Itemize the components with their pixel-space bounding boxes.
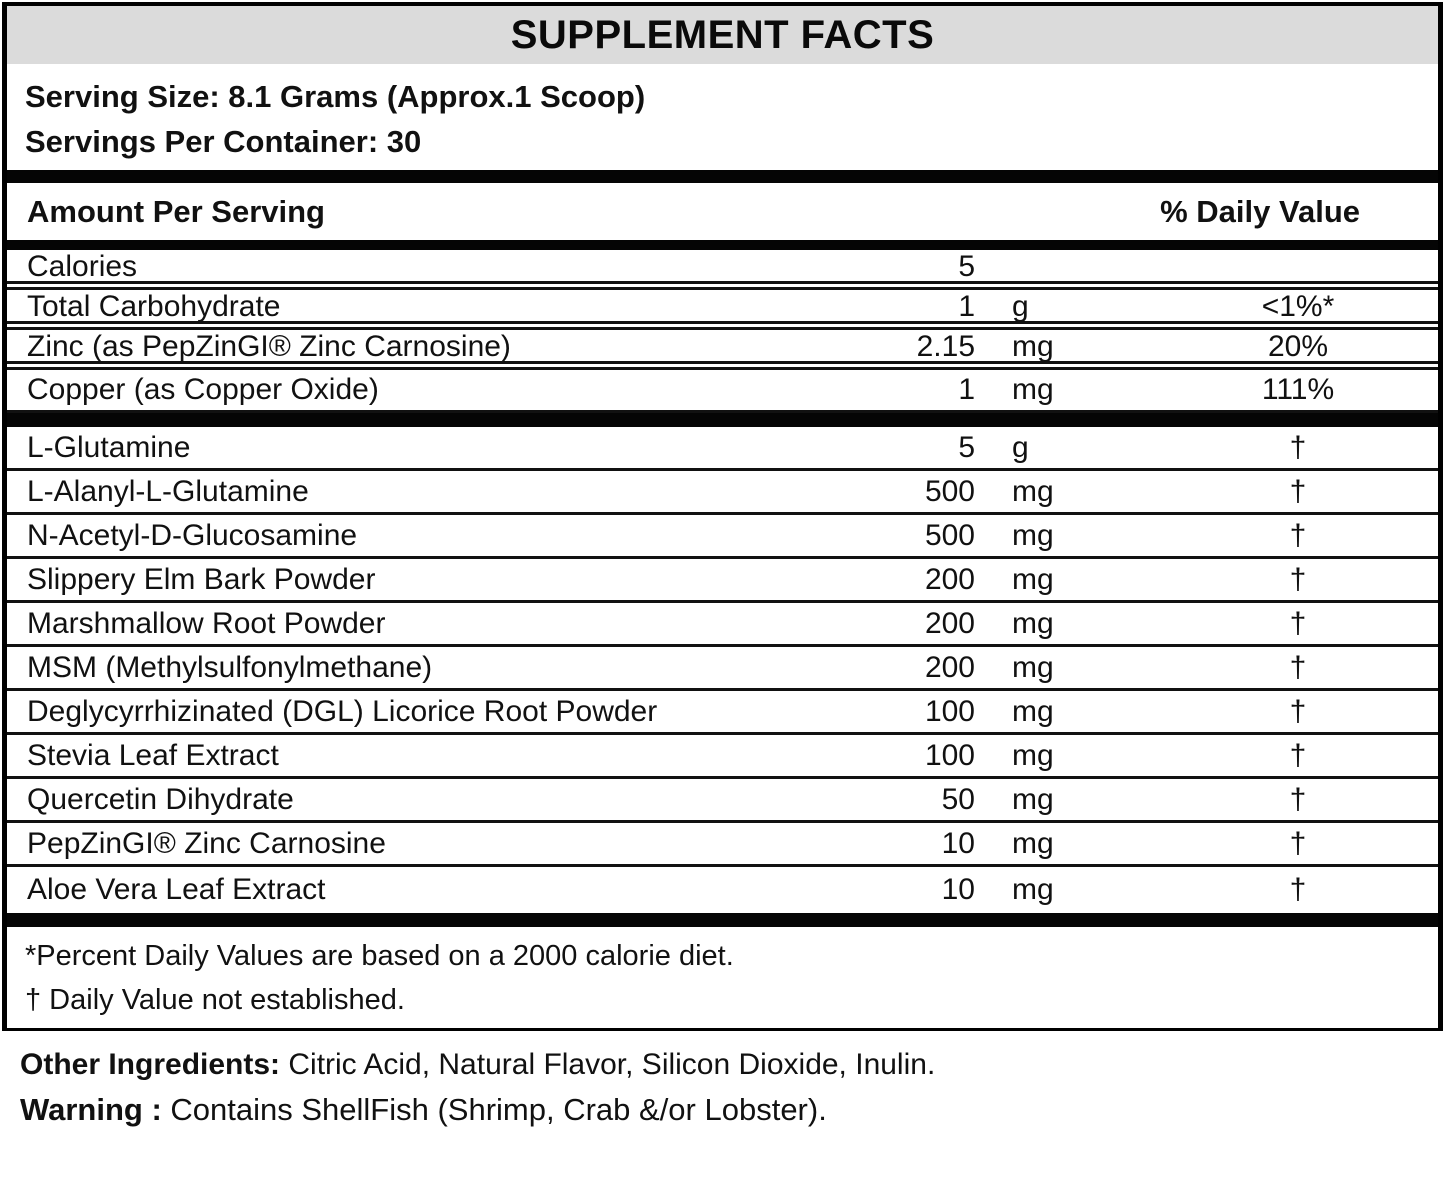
servings-per-container: Servings Per Container: 30: [25, 124, 422, 159]
row-amount: 10: [941, 826, 975, 860]
row-amount: 500: [924, 474, 975, 508]
table-row: L-Glutamine 5 g †: [7, 427, 1438, 471]
row-amount: 5: [958, 430, 975, 464]
row-unit: mg: [1012, 650, 1054, 684]
other-ingredients-line: Other Ingredients: Citric Acid, Natural …: [20, 1042, 1445, 1087]
other-ingredients-text: Citric Acid, Natural Flavor, Silicon Dio…: [280, 1048, 936, 1081]
table-header: Amount Per Serving % Daily Value: [7, 183, 1438, 240]
page-title: SUPPLEMENT FACTS: [510, 12, 935, 57]
table-row: Zinc (as PepZinGI® Zinc Carnosine) 2.15 …: [7, 330, 1438, 370]
table-row: Quercetin Dihydrate 50 mg †: [7, 779, 1438, 823]
row-unit: mg: [1012, 782, 1054, 816]
serving-size: Serving Size: 8.1 Grams (Approx.1 Scoop): [25, 79, 646, 114]
row-daily-value: †: [1289, 694, 1307, 728]
row-daily-value: †: [1289, 650, 1307, 684]
header-amount-per-serving: Amount Per Serving: [27, 193, 325, 229]
nutrients-section: Calories 5 Total Carbohydrate 1 g <1%* Z…: [7, 250, 1438, 413]
table-row: Total Carbohydrate 1 g <1%*: [7, 290, 1438, 330]
row-ingredient-name: Stevia Leaf Extract: [27, 738, 279, 772]
footnote-percent-daily-value: *Percent Daily Values are based on a 200…: [25, 940, 734, 972]
table-row: N-Acetyl-D-Glucosamine 500 mg †: [7, 515, 1438, 559]
table-row: Aloe Vera Leaf Extract 10 mg †: [7, 867, 1438, 913]
warning-label: Warning :: [20, 1092, 162, 1127]
table-row: MSM (Methylsulfonylmethane) 200 mg †: [7, 647, 1438, 691]
row-ingredient-name: Zinc (as PepZinGI® Zinc Carnosine): [27, 330, 511, 363]
divider-thick: [7, 413, 1438, 427]
row-ingredient-name: MSM (Methylsulfonylmethane): [27, 650, 433, 684]
footnotes: *Percent Daily Values are based on a 200…: [7, 927, 1438, 1028]
table-row: Copper (as Copper Oxide) 1 mg 111%: [7, 370, 1438, 413]
table-row: Stevia Leaf Extract 100 mg †: [7, 735, 1438, 779]
row-daily-value: †: [1289, 738, 1307, 772]
row-unit: mg: [1012, 330, 1054, 363]
serving-info: Serving Size: 8.1 Grams (Approx.1 Scoop)…: [7, 64, 1438, 170]
row-daily-value: †: [1289, 474, 1307, 508]
row-ingredient-name: Deglycyrrhizinated (DGL) Licorice Root P…: [27, 694, 658, 728]
row-amount: 5: [958, 250, 975, 283]
row-unit: g: [1012, 290, 1029, 323]
supplement-facts-panel: SUPPLEMENT FACTS Serving Size: 8.1 Grams…: [2, 2, 1443, 1031]
row-unit: mg: [1012, 474, 1054, 508]
row-unit: mg: [1012, 606, 1054, 640]
row-ingredient-name: Total Carbohydrate: [27, 290, 281, 323]
row-unit: g: [1012, 430, 1029, 464]
warning-text: Contains ShellFish (Shrimp, Crab &/or Lo…: [161, 1092, 827, 1127]
row-amount: 100: [924, 738, 975, 772]
divider-thick: [7, 170, 1438, 183]
row-unit: mg: [1012, 826, 1054, 860]
row-amount: 500: [924, 518, 975, 552]
row-daily-value: †: [1289, 873, 1307, 906]
ingredients-section: L-Glutamine 5 g † L-Alanyl-L-Glutamine 5…: [7, 427, 1438, 913]
header-daily-value: % Daily Value: [1160, 193, 1360, 229]
row-unit: mg: [1012, 562, 1054, 596]
row-ingredient-name: Copper (as Copper Oxide): [27, 373, 379, 406]
row-daily-value: 20%: [1267, 330, 1329, 363]
row-daily-value: †: [1289, 562, 1307, 596]
row-ingredient-name: N-Acetyl-D-Glucosamine: [27, 518, 358, 552]
row-amount: 100: [924, 694, 975, 728]
row-unit: mg: [1012, 373, 1054, 406]
divider-thick: [7, 913, 1438, 927]
table-row: Marshmallow Root Powder 200 mg †: [7, 603, 1438, 647]
row-unit: mg: [1012, 518, 1054, 552]
row-amount: 200: [924, 650, 975, 684]
table-row: Calories 5: [7, 250, 1438, 290]
row-ingredient-name: PepZinGI® Zinc Carnosine: [27, 826, 386, 860]
row-ingredient-name: Calories: [27, 250, 138, 283]
row-daily-value: <1%*: [1261, 290, 1335, 323]
row-unit: mg: [1012, 738, 1054, 772]
row-ingredient-name: L-Alanyl-L-Glutamine: [27, 474, 309, 508]
row-amount: 200: [924, 562, 975, 596]
row-amount: 10: [941, 873, 975, 906]
row-daily-value: †: [1289, 518, 1307, 552]
table-row: PepZinGI® Zinc Carnosine 10 mg †: [7, 823, 1438, 867]
table-row: L-Alanyl-L-Glutamine 500 mg †: [7, 471, 1438, 515]
row-daily-value: †: [1289, 826, 1307, 860]
row-amount: 50: [941, 782, 975, 816]
row-ingredient-name: Quercetin Dihydrate: [27, 782, 294, 816]
table-row: Slippery Elm Bark Powder 200 mg †: [7, 559, 1438, 603]
row-ingredient-name: Marshmallow Root Powder: [27, 606, 386, 640]
table-row: Deglycyrrhizinated (DGL) Licorice Root P…: [7, 691, 1438, 735]
footnote-daily-value-not-established: † Daily Value not established.: [25, 984, 405, 1016]
row-daily-value: †: [1289, 782, 1307, 816]
row-unit: mg: [1012, 694, 1054, 728]
row-ingredient-name: L-Glutamine: [27, 430, 191, 464]
row-ingredient-name: Slippery Elm Bark Powder: [27, 562, 376, 596]
row-unit: mg: [1012, 873, 1054, 906]
below-panel-text: Other Ingredients: Citric Acid, Natural …: [0, 1033, 1445, 1132]
row-daily-value: †: [1289, 430, 1307, 464]
row-ingredient-name: Aloe Vera Leaf Extract: [27, 873, 326, 906]
row-amount: 200: [924, 606, 975, 640]
row-amount: 1: [958, 373, 975, 406]
other-ingredients-label: Other Ingredients:: [20, 1048, 281, 1081]
divider-medium: [7, 240, 1438, 250]
row-daily-value: 111%: [1261, 373, 1335, 406]
title-bar: SUPPLEMENT FACTS: [7, 6, 1438, 64]
row-daily-value: †: [1289, 606, 1307, 640]
row-amount: 1: [958, 290, 975, 323]
warning-line: Warning : Contains ShellFish (Shrimp, Cr…: [20, 1087, 1445, 1132]
row-amount: 2.15: [916, 330, 975, 363]
